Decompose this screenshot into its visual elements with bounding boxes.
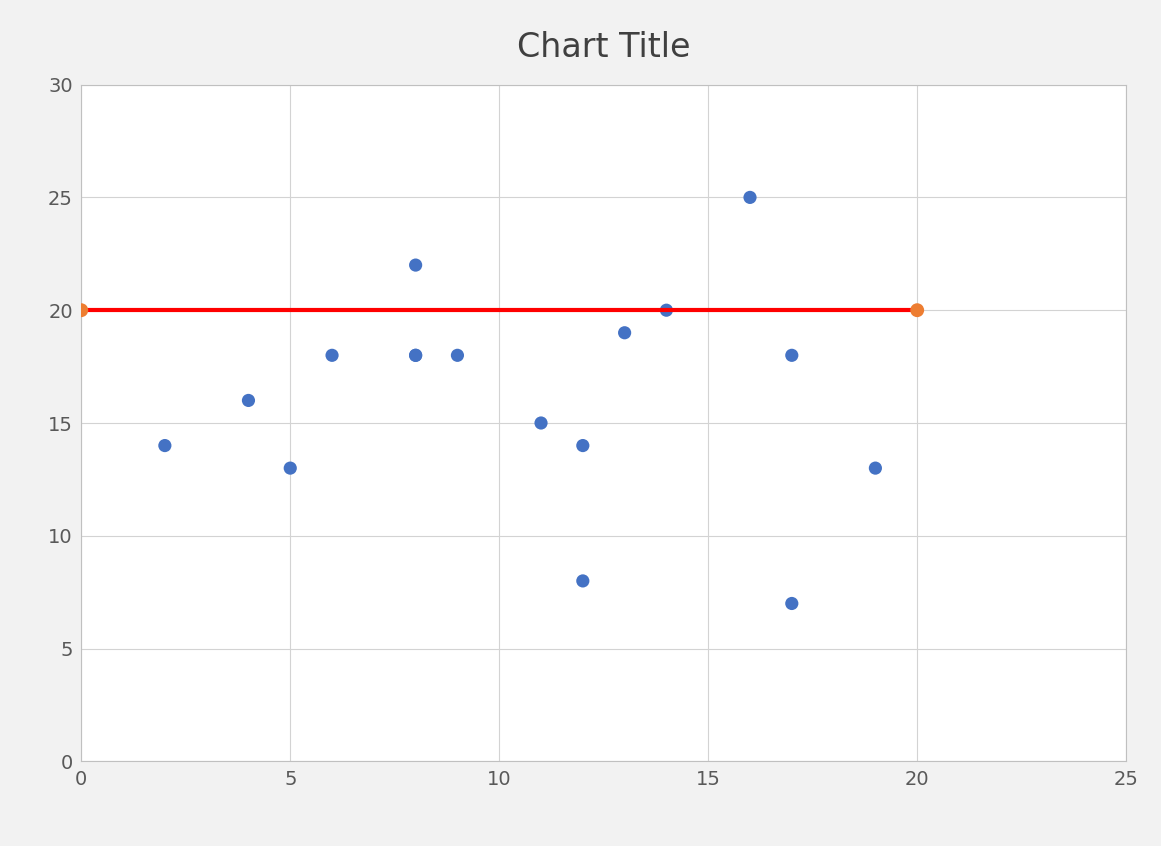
Point <box>406 349 425 362</box>
Title: Chart Title: Chart Title <box>517 30 691 63</box>
Point <box>239 393 258 407</box>
Point <box>281 461 300 475</box>
Point <box>615 326 634 339</box>
Point <box>72 304 91 317</box>
Point <box>406 258 425 272</box>
Point <box>783 596 801 610</box>
Point <box>783 349 801 362</box>
Point <box>532 416 550 430</box>
Point <box>866 461 885 475</box>
Point <box>574 574 592 588</box>
Point <box>741 190 759 204</box>
Point <box>908 304 926 317</box>
Point <box>156 439 174 453</box>
Point <box>323 349 341 362</box>
Point <box>448 349 467 362</box>
Point <box>406 349 425 362</box>
Point <box>574 439 592 453</box>
Point <box>657 304 676 317</box>
